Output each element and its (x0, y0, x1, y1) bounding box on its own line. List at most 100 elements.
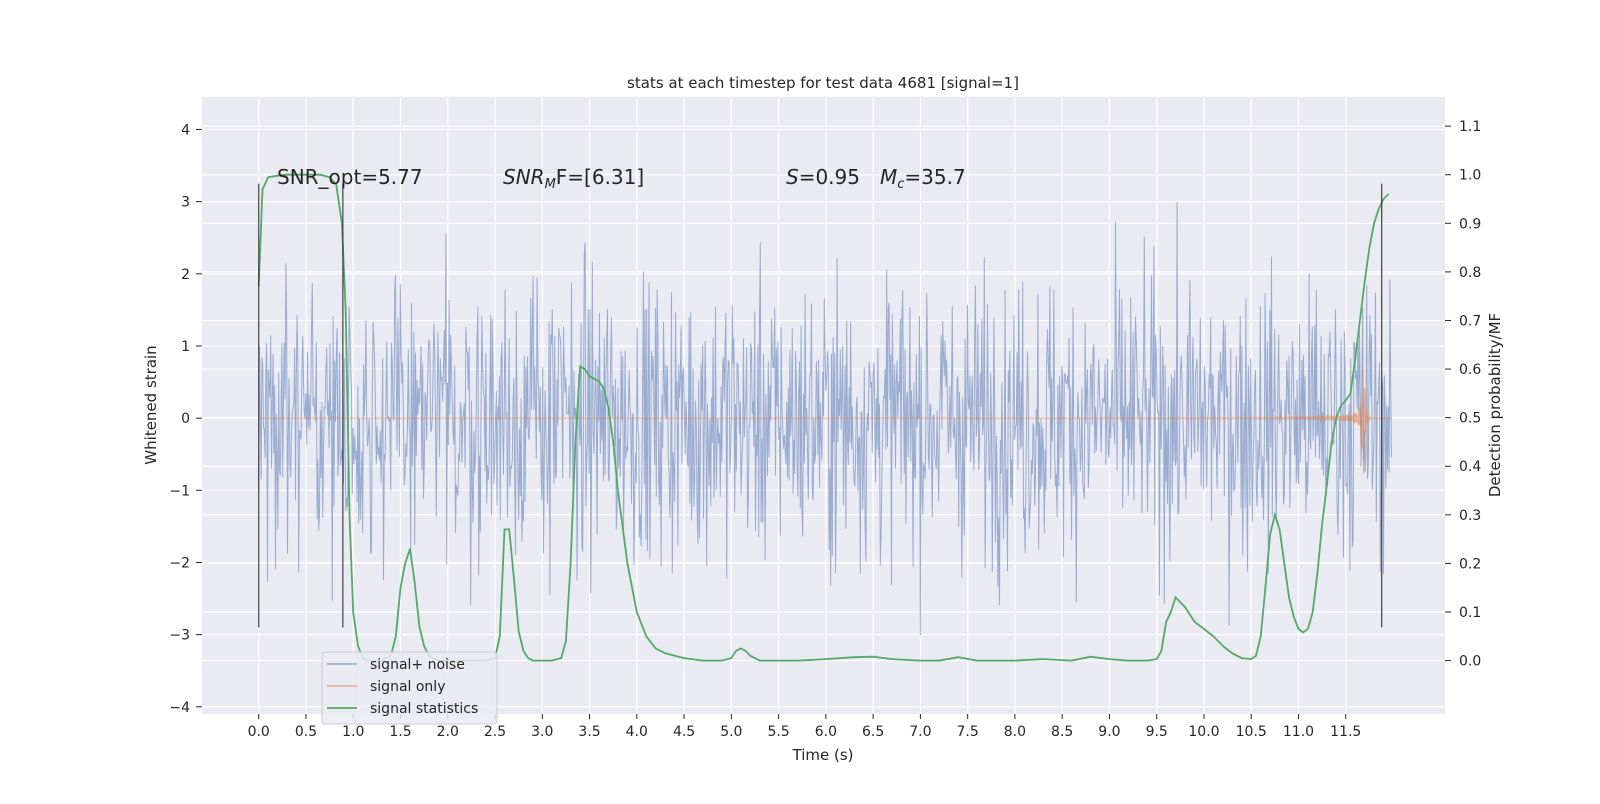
x-tick-label: 0.0 (248, 724, 270, 740)
x-tick-label: 3.5 (578, 724, 600, 740)
signal-statistics-point (1231, 652, 1233, 654)
signal-statistics-point (1364, 281, 1366, 283)
x-tick-label: 4.0 (626, 724, 648, 740)
signal-statistics-point (1354, 358, 1356, 360)
y-tick-label: −3 (169, 628, 190, 644)
signal-statistics-point (345, 310, 347, 312)
signal-statistics-point (617, 489, 619, 492)
legend-box (321, 651, 498, 725)
signal-statistics-point (721, 659, 723, 662)
signal-statistics-point (603, 387, 605, 390)
y-right-tick-label: 0.3 (1459, 508, 1481, 524)
signal-statistics-point (1127, 659, 1129, 662)
annotation-snr-mf-main: SNR (503, 165, 545, 189)
signal-statistics-point (1165, 621, 1167, 623)
signal-statistics-point (1349, 392, 1352, 394)
signal-statistics-point (683, 657, 685, 659)
y-right-tick-label: 0.1 (1459, 605, 1481, 621)
signal-statistics-point (404, 562, 406, 564)
signal-statistics-point (1274, 514, 1276, 516)
signal-statistics-point (612, 441, 614, 443)
signal-statistics-point (626, 562, 628, 564)
x-tick-label: 9.5 (1146, 724, 1168, 740)
signal-only-line (258, 367, 1392, 474)
y-right-axis-label: Detection probability/MF (1486, 313, 1504, 497)
signal-noise-series (258, 201, 1392, 636)
signal-statistics-point (938, 659, 940, 662)
x-tick-label: 11.5 (1330, 724, 1361, 740)
x-tick-label: 4.5 (673, 724, 695, 740)
signal-statistics-point (1203, 628, 1205, 630)
y-tick-label: −2 (169, 555, 190, 571)
signal-statistics-point (1108, 658, 1111, 660)
annotation-snr-mf-rest: F=[6.31] (556, 165, 644, 189)
signal-statistics-point (1222, 645, 1224, 647)
y-right-tick-label: 1.0 (1459, 168, 1481, 184)
annotation-mc-rest: =35.7 (904, 165, 965, 189)
y-tick-label: 0 (181, 411, 190, 427)
annotation-s-rest: =0.95 (799, 165, 860, 189)
signal-statistics-point (522, 650, 524, 652)
signal-statistics-point (508, 528, 510, 530)
x-tick-label: 10.5 (1236, 724, 1267, 740)
y-right-tick-label: 0.4 (1459, 459, 1481, 475)
signal-statistics-point (395, 635, 397, 637)
x-tick-label: 2.0 (437, 724, 459, 740)
y-axis-label: Whitened strain (142, 345, 160, 464)
signal-statistics-point (352, 611, 354, 613)
signal-statistics-point (409, 548, 411, 550)
y-tick-label: −4 (169, 700, 190, 716)
y-tick-label: 3 (181, 195, 190, 211)
annotation-mc-main: M (880, 165, 897, 189)
signal-statistics-point (1359, 319, 1361, 322)
signal-statistics-series (257, 173, 1389, 662)
signal-statistics-point (423, 645, 425, 647)
signal-statistics-point (1330, 441, 1333, 443)
y-tick-label: 4 (181, 122, 190, 138)
y-right-tick-label: 0.5 (1459, 411, 1481, 427)
signal-statistics-point (518, 630, 520, 633)
signal-statistics-point (1382, 198, 1385, 200)
signal-statistics-point (598, 380, 600, 382)
signal-statistics-point (636, 611, 638, 613)
signal-statistics-point (499, 635, 501, 637)
x-tick-label: 8.0 (1004, 724, 1026, 740)
signal-statistics-point (740, 647, 742, 650)
annotation-snr-opt: SNR_opt=5.77 (277, 165, 423, 189)
x-tick-label: 9.0 (1098, 724, 1120, 740)
y-tick-label: −1 (169, 483, 190, 499)
signal-statistics-point (664, 652, 666, 654)
y-axis-ticks: −4 −3 −2 −1 0 1 2 3 4 (169, 122, 202, 716)
signal-statistics-point (891, 658, 893, 660)
y-right-tick-label: 0.0 (1459, 654, 1481, 670)
legend: signal+ noise signal only signal statist… (321, 651, 498, 725)
signal-statistics-point (957, 656, 959, 658)
signal-statistics-point (1156, 658, 1158, 660)
signal-statistics-point (1345, 400, 1347, 402)
signal-statistics-point (551, 659, 553, 662)
signal-statistics-point (357, 645, 359, 647)
x-tick-label: 6.5 (862, 724, 884, 740)
signal-statistics-point (513, 577, 515, 579)
signal-statistics-point (607, 407, 610, 409)
signal-statistics-point (329, 176, 331, 178)
y-tick-label: 1 (181, 339, 190, 355)
signal-only-series (258, 367, 1392, 474)
signal-statistics-point (744, 650, 747, 652)
signal-statistics-point (1326, 485, 1328, 487)
signal-statistics-point (1042, 658, 1044, 660)
signal-statistics-point (277, 175, 279, 177)
signal-statistics-point (541, 659, 543, 662)
signal-statistics-point (1297, 628, 1300, 630)
signal-statistics-point (1250, 658, 1252, 660)
signal-statistics-point (645, 635, 647, 637)
y-right-tick-label: 0.6 (1459, 362, 1481, 378)
y-right-tick-label: 1.1 (1459, 119, 1481, 135)
x-axis-label: Time (s) (792, 746, 854, 764)
signal-statistics-point (261, 188, 264, 190)
signal-statistics-point (1283, 562, 1285, 564)
legend-label-signal-statistics: signal statistics (370, 701, 478, 717)
signal-statistics-point (1307, 628, 1309, 630)
signal-statistics-point (749, 655, 751, 657)
